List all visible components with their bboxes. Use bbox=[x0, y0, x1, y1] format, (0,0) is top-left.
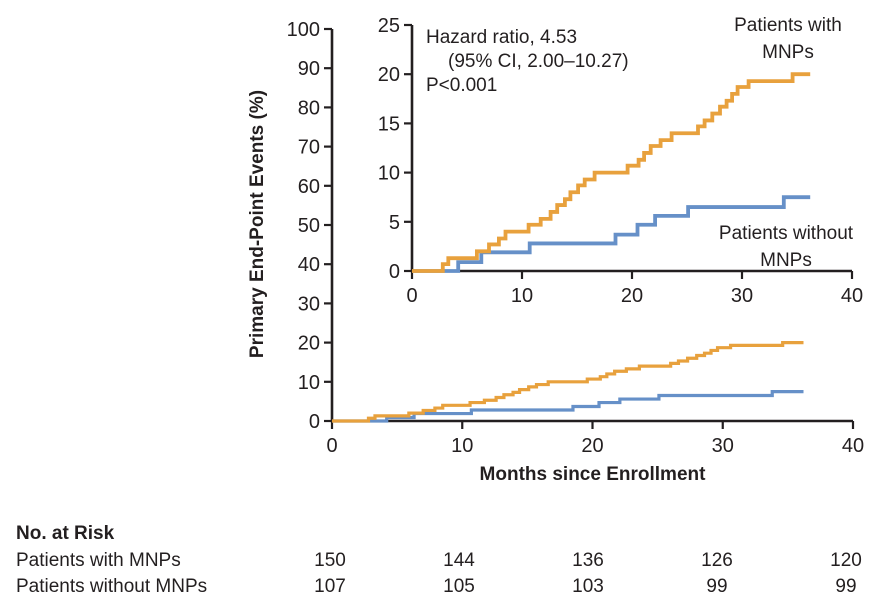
main-x-tick-label: 30 bbox=[712, 435, 734, 457]
risk-count: 150 bbox=[314, 550, 346, 571]
inset-plot: 0 5 10 15 20 25 0 10 20 30 40 bbox=[378, 15, 863, 307]
inset-y-tick-label: 10 bbox=[378, 163, 400, 185]
risk-count: 99 bbox=[835, 576, 857, 597]
risk-count: 107 bbox=[314, 576, 346, 597]
inset-y-tick-label: 25 bbox=[378, 15, 400, 37]
main-x-tick-label: 40 bbox=[842, 435, 864, 457]
main-y-tick-label: 30 bbox=[298, 293, 320, 315]
main-y-axis-title: Primary End-Point Events (%) bbox=[247, 89, 268, 359]
hazard-ratio-line: Hazard ratio, 4.53 bbox=[426, 27, 578, 48]
main-x-tick-label: 20 bbox=[581, 435, 603, 457]
series-label-without-mnps-line1: Patients without bbox=[718, 223, 854, 244]
risk-count: 105 bbox=[443, 576, 475, 597]
inset-curve-without-mnps bbox=[412, 195, 811, 273]
main-y-tick-label: 10 bbox=[298, 372, 320, 394]
confidence-interval-line: (95% CI, 2.00–10.27) bbox=[448, 51, 629, 72]
inset-y-tick-label: 0 bbox=[389, 261, 400, 283]
main-y-tick-label: 0 bbox=[309, 411, 320, 433]
inset-x-tick-label: 10 bbox=[511, 285, 533, 307]
main-y-tick-label: 40 bbox=[298, 254, 320, 276]
series-label-without-mnps: Patients without MNPs bbox=[688, 220, 882, 274]
inset-x-tick-label: 30 bbox=[731, 285, 753, 307]
inset-y-tick-label: 20 bbox=[378, 64, 400, 86]
inset-x-tick-label: 0 bbox=[406, 285, 417, 307]
main-y-tick-label: 100 bbox=[287, 19, 320, 41]
risk-row-label-without-mnps: Patients without MNPs bbox=[16, 576, 208, 597]
series-label-with-mnps-line2: MNPs bbox=[762, 42, 814, 63]
no-at-risk-title: No. at Risk bbox=[16, 523, 115, 544]
main-x-tick-label: 0 bbox=[326, 435, 337, 457]
main-y-tick-label: 70 bbox=[298, 137, 320, 159]
p-value-line: P<0.001 bbox=[426, 75, 498, 96]
main-y-tick-label: 60 bbox=[298, 176, 320, 198]
main-y-tick-label: 80 bbox=[298, 97, 320, 119]
hazard-ratio-annotation: Hazard ratio, 4.53 (95% CI, 2.00–10.27) … bbox=[426, 26, 629, 98]
series-label-without-mnps-line2: MNPs bbox=[760, 250, 812, 271]
risk-count: 120 bbox=[830, 550, 862, 571]
inset-y-tick-label: 5 bbox=[389, 212, 400, 234]
risk-count: 99 bbox=[706, 576, 728, 597]
risk-count: 126 bbox=[701, 550, 733, 571]
series-label-with-mnps-line1: Patients with bbox=[734, 15, 842, 36]
risk-count: 144 bbox=[443, 550, 475, 571]
risk-count: 103 bbox=[572, 576, 604, 597]
main-x-tick-label: 10 bbox=[451, 435, 473, 457]
main-y-tick-label: 50 bbox=[298, 215, 320, 237]
inset-x-tick-label: 20 bbox=[621, 285, 643, 307]
inset-x-tick-label: 40 bbox=[841, 285, 863, 307]
inset-curve-with-mnps bbox=[412, 72, 811, 273]
main-x-axis-title: Months since Enrollment bbox=[479, 464, 706, 485]
risk-count: 136 bbox=[572, 550, 604, 571]
series-label-with-mnps: Patients with MNPs bbox=[698, 12, 878, 66]
main-y-tick-label: 90 bbox=[298, 58, 320, 80]
main-y-tick-label: 20 bbox=[298, 333, 320, 355]
risk-row-label-with-mnps: Patients with MNPs bbox=[16, 550, 181, 571]
main-curve-with-mnps bbox=[332, 341, 804, 423]
inset-y-tick-label: 15 bbox=[378, 113, 400, 135]
